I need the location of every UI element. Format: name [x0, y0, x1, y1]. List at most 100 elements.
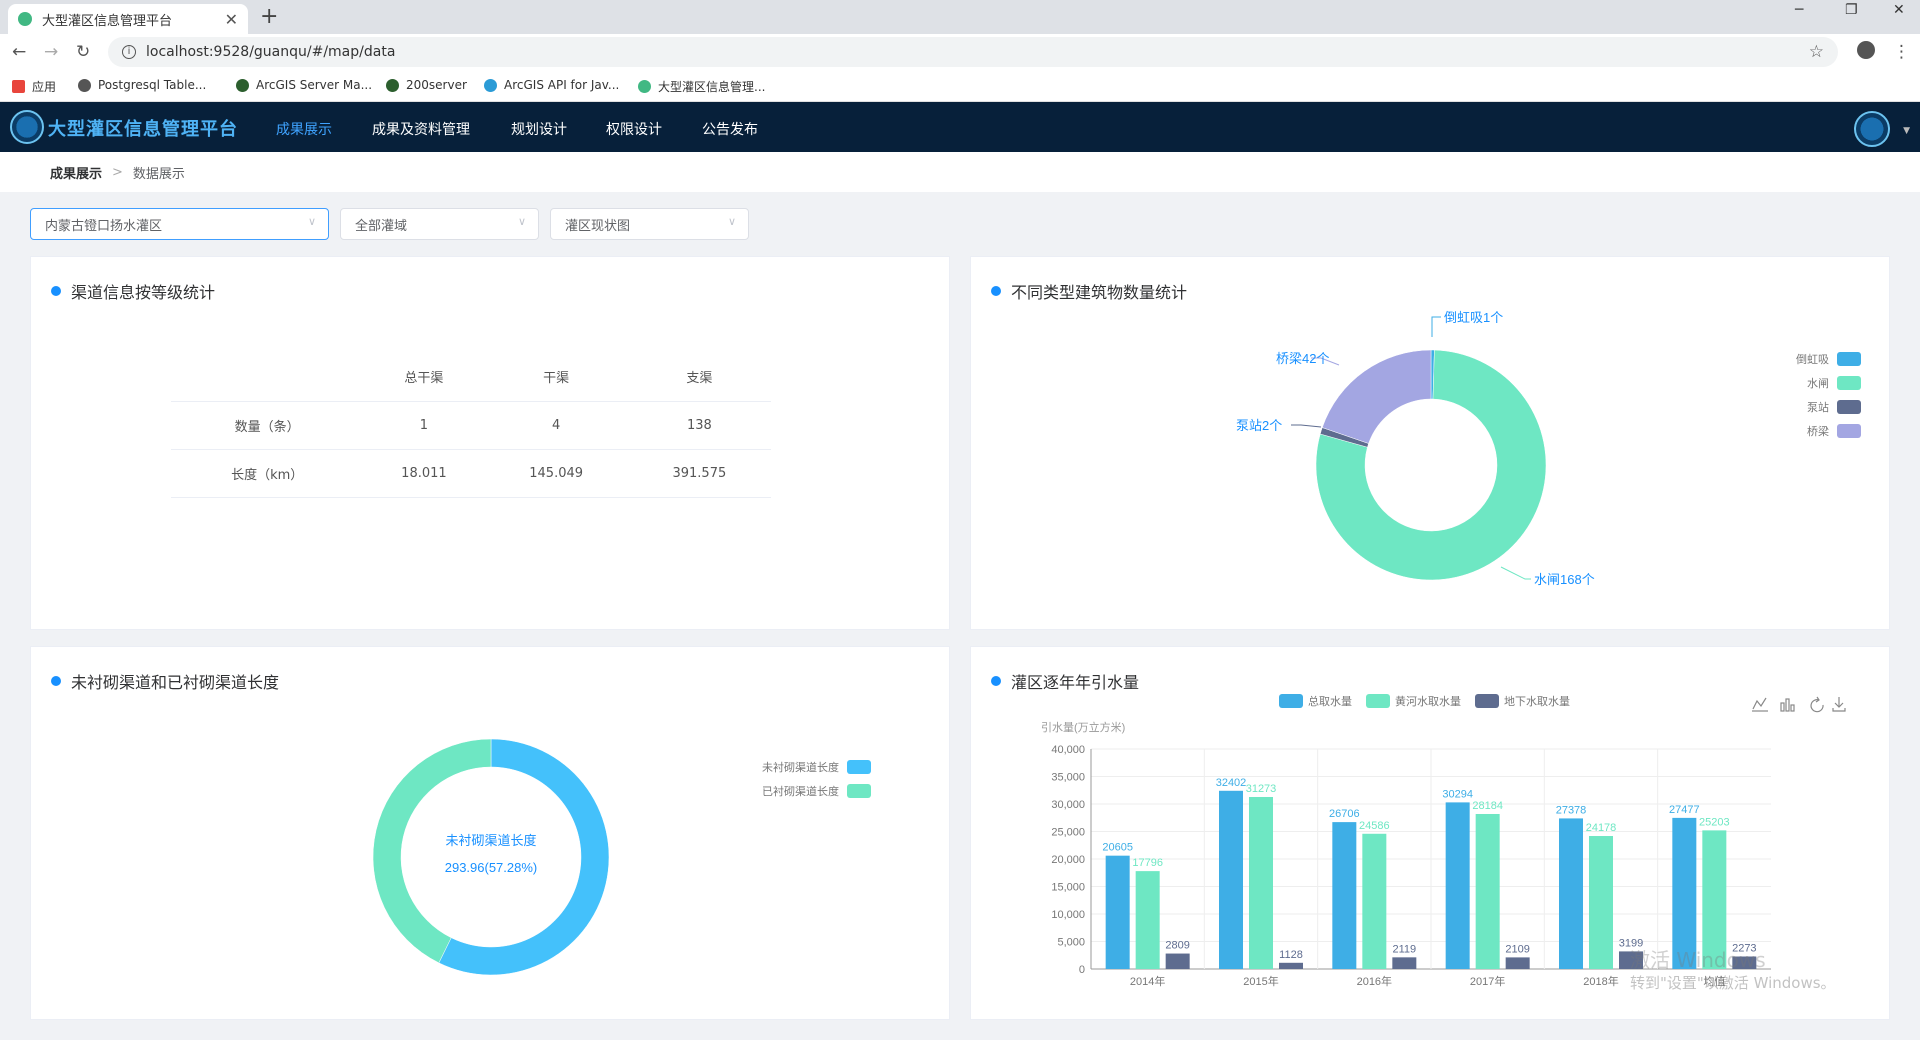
os-activation-watermark-sub: 转到"设置"以激活 Windows。 [1630, 974, 1836, 992]
esri-icon [484, 78, 497, 92]
bookmark-platform[interactable]: 大型灌区信息管理... [638, 78, 765, 95]
site-info-icon[interactable]: i [122, 45, 136, 59]
slice-label: 水闸168个 [1534, 572, 1595, 587]
water-legend: 总取水量 黄河水取水量 地下水取水量 [1279, 693, 1584, 709]
close-window-icon[interactable]: ✕ [1893, 2, 1905, 18]
legend-item[interactable]: 倒虹吸 [1671, 347, 1861, 371]
table-cell: 138 [627, 401, 771, 450]
legend-item[interactable]: 总取水量 [1279, 693, 1352, 709]
bar[interactable] [1105, 855, 1130, 969]
legend-item[interactable]: 地下水取水量 [1475, 693, 1570, 709]
menu-permission-design[interactable]: 权限设计 [606, 122, 662, 138]
bar-chart-icon[interactable] [1780, 698, 1795, 712]
bar[interactable] [1219, 790, 1243, 969]
buildings-donut-chart: 倒虹吸1个 水闸168个 泵站2个 桥梁42个 [1236, 310, 1595, 587]
menu-planning-design[interactable]: 规划设计 [511, 122, 567, 138]
bar[interactable] [1505, 957, 1530, 969]
legend-item[interactable]: 泵站 [1671, 395, 1861, 419]
title-dot-icon [51, 676, 61, 686]
bar[interactable] [1249, 796, 1273, 969]
table-row: 数量（条） 1 4 138 [171, 401, 771, 450]
download-icon[interactable] [1832, 697, 1846, 712]
restore-icon[interactable]: ❐ [1845, 2, 1858, 18]
district-select[interactable]: 内蒙古镫口扬水灌区 ∨ [30, 208, 329, 240]
bar[interactable] [1165, 953, 1190, 969]
bar[interactable] [1362, 833, 1387, 969]
bookmark-arcgis-server[interactable]: ArcGIS Server Ma... [236, 78, 372, 92]
legend-swatch [1837, 424, 1861, 438]
buildings-legend: 倒虹吸 水闸 泵站 桥梁 [1671, 347, 1861, 443]
vue-favicon-icon [18, 12, 32, 26]
legend-item[interactable]: 水闸 [1671, 371, 1861, 395]
breadcrumb-item[interactable]: 成果展示 [50, 166, 103, 182]
legend-swatch [1837, 400, 1861, 414]
x-tick-label: 2017年 [1470, 974, 1505, 988]
account-icon[interactable] [1857, 41, 1875, 59]
menu-results-display[interactable]: 成果展示 [276, 122, 332, 138]
table-cell: 长度（km） [171, 449, 364, 498]
label-leader-line [1311, 357, 1340, 366]
legend-item[interactable]: 未衬砌渠道长度 [631, 755, 871, 779]
chevron-down-icon: ∨ [727, 215, 736, 228]
bookmark-arcgis-api[interactable]: ArcGIS API for Jav... [484, 78, 619, 92]
address-bar[interactable]: i localhost:9528/guanqu/#/map/data ☆ [108, 37, 1838, 67]
donut-slice[interactable] [1315, 349, 1547, 581]
donut-slice[interactable] [438, 738, 610, 976]
bar[interactable] [1619, 951, 1643, 969]
legend-item[interactable]: 黄河水取水量 [1366, 693, 1461, 709]
donut-slice[interactable] [1321, 349, 1432, 444]
table-header: 干渠 [484, 353, 628, 402]
table-header-row: 总干渠 干渠 支渠 [171, 353, 771, 402]
apps-grid-icon [12, 80, 25, 93]
legend-swatch [1475, 694, 1499, 708]
bar[interactable] [1589, 836, 1613, 969]
bar[interactable] [1332, 822, 1357, 969]
bar-value-label: 2119 [1393, 943, 1417, 955]
donut-center-label: 未衬砌渠道长度 [445, 833, 536, 848]
legend-swatch [847, 784, 871, 798]
slice-label: 泵站2个 [1236, 418, 1282, 433]
user-avatar[interactable] [1854, 111, 1890, 147]
y-tick-label: 5,000 [1057, 937, 1085, 949]
map-type-select[interactable]: 灌区现状图 ∨ [550, 208, 749, 240]
forward-icon[interactable]: → [44, 42, 59, 62]
table-header [171, 353, 364, 402]
bar[interactable] [1672, 817, 1697, 969]
bar[interactable] [1475, 813, 1500, 969]
bookmark-200server[interactable]: 200server [386, 78, 467, 92]
bar[interactable] [1392, 957, 1417, 969]
card-title: 不同类型建筑物数量统计 [1011, 283, 1188, 302]
card-title: 渠道信息按等级统计 [71, 283, 216, 302]
bookmark-apps[interactable]: 应用 [12, 78, 56, 95]
legend-item[interactable]: 桥梁 [1671, 419, 1861, 443]
browser-tab[interactable]: 大型灌区信息管理平台 ✕ [8, 4, 248, 34]
menu-announcements[interactable]: 公告发布 [702, 122, 758, 138]
back-icon[interactable]: ← [12, 42, 27, 62]
bar[interactable] [1559, 818, 1583, 969]
app-header: 大型灌区信息管理平台 成果展示 成果及资料管理 规划设计 权限设计 公告发布 ▼ [0, 102, 1920, 152]
bookmark-star-icon[interactable]: ☆ [1808, 42, 1824, 62]
line-chart-icon[interactable] [1752, 697, 1768, 712]
table-cell: 4 [484, 401, 628, 450]
x-tick-label: 2016年 [1357, 974, 1392, 988]
bar[interactable] [1135, 871, 1160, 969]
refresh-icon[interactable] [1810, 696, 1824, 713]
reload-icon[interactable]: ↻ [76, 42, 91, 62]
minimize-icon[interactable]: ─ [1795, 2, 1804, 18]
new-tab-button[interactable]: + [260, 4, 279, 29]
browser-menu-icon[interactable]: ⋮ [1893, 42, 1910, 62]
bar[interactable] [1702, 830, 1727, 969]
donut-slice[interactable] [372, 738, 492, 964]
bar-value-label: 26706 [1329, 808, 1360, 820]
chevron-down-icon: ∨ [307, 215, 316, 228]
bookmark-postgresql[interactable]: Postgresql Table... [78, 78, 206, 92]
legend-item[interactable]: 已衬砌渠道长度 [631, 779, 871, 803]
chevron-down-icon[interactable]: ▼ [1903, 126, 1910, 136]
donut-center-value: 293.96(57.28%) [445, 860, 538, 875]
tab-close-icon[interactable]: ✕ [224, 9, 238, 29]
menu-results-management[interactable]: 成果及资料管理 [372, 122, 470, 138]
bar[interactable] [1732, 956, 1757, 969]
bar[interactable] [1279, 962, 1303, 969]
domain-select[interactable]: 全部灌域 ∨ [340, 208, 539, 240]
bar[interactable] [1445, 802, 1470, 969]
